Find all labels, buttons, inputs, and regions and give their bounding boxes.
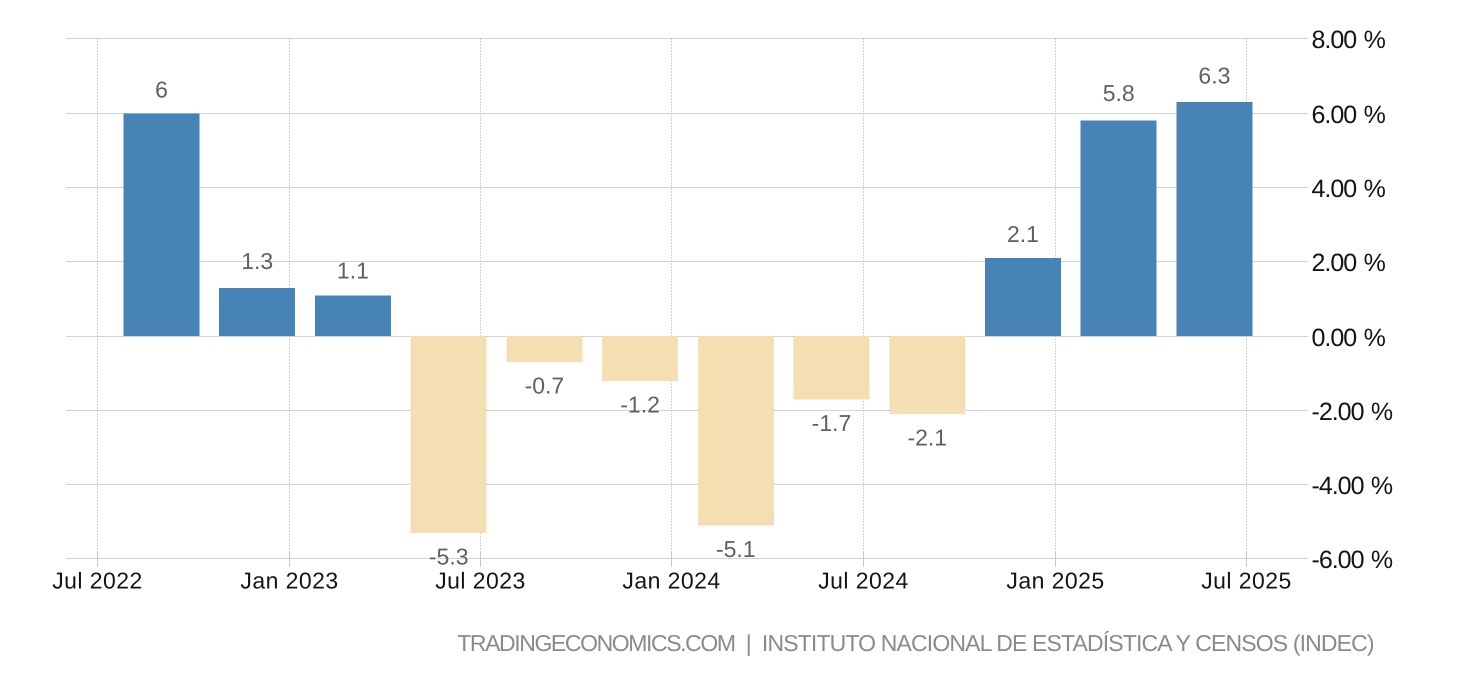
svg-text:6.00 %: 6.00 % (1312, 101, 1386, 129)
svg-text:-0.7: -0.7 (525, 373, 565, 399)
svg-text:-5.3: -5.3 (429, 544, 469, 570)
svg-text:-6.00 %: -6.00 % (1312, 546, 1393, 574)
svg-text:Jul 2024: Jul 2024 (818, 568, 909, 594)
svg-text:-1.2: -1.2 (620, 391, 660, 417)
svg-text:TRADINGECONOMICS.COM | INSTI: TRADINGECONOMICS.COM | INSTITUTO NACIONA… (457, 630, 1374, 656)
svg-text:6.3: 6.3 (1198, 62, 1230, 88)
svg-text:1.1: 1.1 (337, 258, 369, 284)
svg-text:4.00 %: 4.00 % (1312, 175, 1386, 203)
svg-text:-2.00 %: -2.00 % (1312, 398, 1393, 426)
svg-text:6: 6 (155, 77, 168, 103)
svg-text:Jul 2025: Jul 2025 (1201, 568, 1292, 594)
svg-text:Jan 2023: Jan 2023 (240, 568, 338, 594)
svg-text:-4.00 %: -4.00 % (1312, 472, 1393, 500)
svg-text:Jan 2025: Jan 2025 (1006, 568, 1104, 594)
svg-text:1.3: 1.3 (241, 248, 273, 274)
svg-text:Jan 2024: Jan 2024 (622, 568, 720, 594)
svg-text:2.1: 2.1 (1007, 221, 1039, 247)
svg-text:5.8: 5.8 (1103, 80, 1135, 106)
svg-text:Jul 2023: Jul 2023 (435, 568, 526, 594)
svg-text:2.00 %: 2.00 % (1312, 249, 1386, 277)
svg-text:-2.1: -2.1 (907, 425, 947, 451)
svg-text:Jul 2022: Jul 2022 (52, 568, 143, 594)
svg-text:0.00 %: 0.00 % (1312, 324, 1386, 352)
svg-text:-5.1: -5.1 (716, 536, 756, 562)
svg-text:8.00 %: 8.00 % (1312, 26, 1386, 54)
svg-text:-1.7: -1.7 (812, 410, 852, 436)
